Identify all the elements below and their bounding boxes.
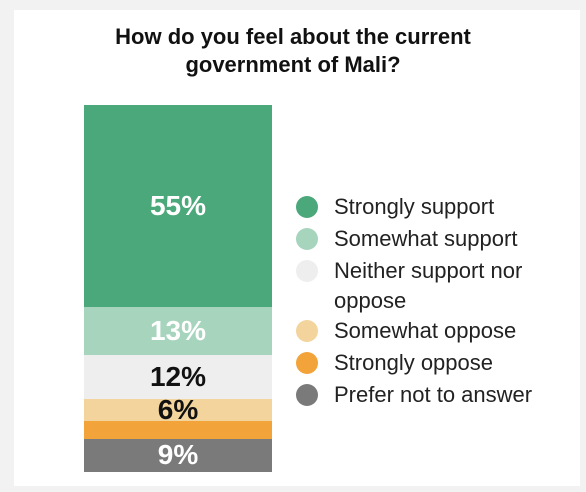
data-label: 12%: [149, 360, 207, 392]
legend-item: Neither support nor oppose: [296, 256, 584, 316]
legend-item: Strongly oppose: [296, 348, 584, 378]
legend-item: Strongly support: [296, 192, 584, 222]
chart-title: How do you feel about the current govern…: [0, 23, 586, 79]
bar-segment-prefer-not-to-answer: 9%: [84, 438, 272, 472]
legend-swatch: [296, 196, 318, 218]
legend-label: Strongly support: [334, 194, 495, 219]
bar-segment-somewhat-oppose: 6%: [84, 394, 272, 425]
legend-item: Somewhat support: [296, 224, 584, 254]
legend-swatch: [296, 384, 318, 406]
legend-label: Somewhat oppose: [334, 318, 517, 343]
legend-label: Strongly oppose: [334, 350, 493, 375]
bar-segment-somewhat-support: 13%: [84, 306, 272, 355]
data-label: 9%: [157, 439, 199, 471]
bar-segment-neither-support-nor-oppose: 12%: [84, 354, 272, 399]
data-label: 13%: [149, 314, 207, 346]
legend-swatch: [296, 352, 318, 374]
data-label: 6%: [157, 393, 199, 425]
legend-label: Neither support nor oppose: [334, 258, 523, 313]
bar-segment-strongly-oppose: [84, 420, 272, 439]
data-label: 55%: [149, 189, 207, 221]
bar-segment-strongly-support: 55%: [84, 105, 272, 307]
legend-swatch: [296, 260, 318, 282]
legend-label: Somewhat support: [334, 226, 518, 251]
legend-swatch: [296, 320, 318, 342]
chart-title-line-2: government of Mali?: [185, 52, 401, 77]
legend-item: Prefer not to answer: [296, 380, 584, 410]
legend-item: Somewhat oppose: [296, 316, 584, 346]
chart-title-line-1: How do you feel about the current: [115, 24, 471, 49]
legend-label: Prefer not to answer: [334, 382, 533, 407]
legend-swatch: [296, 228, 318, 250]
